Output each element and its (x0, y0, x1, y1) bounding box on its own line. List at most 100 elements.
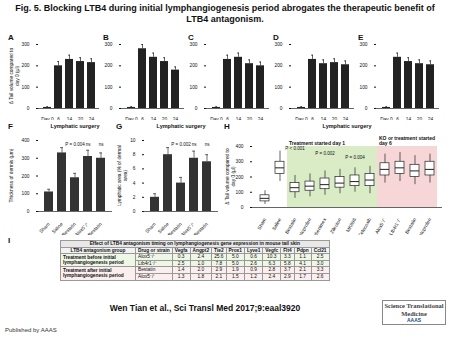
svg-text:Sham: Sham (38, 222, 50, 234)
svg-text:Day 0: Day 0 (380, 117, 393, 120)
html-text:Δ Tail volume compared to day: Δ Tail volume compared to day 0 (µl) (225, 148, 236, 205)
svg-text:100: 100 (235, 190, 243, 195)
svg-text:300: 300 (189, 42, 197, 47)
svg-text:ns: ns (205, 141, 211, 146)
svg-text:200: 200 (21, 174, 29, 179)
svg-text:ns: ns (99, 142, 105, 147)
svg-text:24: 24 (258, 117, 264, 120)
svg-text:Sham: Sham (144, 222, 156, 234)
html-text:G: G (116, 122, 123, 131)
svg-text:Bestatin: Bestatin (87, 221, 103, 235)
svg-text:20: 20 (78, 117, 84, 120)
svg-text:0: 0 (133, 209, 136, 214)
svg-text:Day 0: Day 0 (295, 117, 308, 120)
svg-text:14: 14 (321, 117, 327, 120)
svg-text:24: 24 (89, 117, 95, 120)
svg-text:Saline: Saline (271, 217, 282, 231)
html-text:Treatment before initial lymph: Treatment before initial lymphangiogenes… (63, 254, 124, 266)
svg-text:14: 14 (67, 117, 73, 120)
svg-text:300: 300 (359, 42, 367, 47)
svg-text:200: 200 (274, 63, 282, 68)
html-text:Fig. 5. Blocking LTB4 during i: Fig. 5. Blocking LTB4 during initial lym… (15, 3, 435, 24)
svg-text:300: 300 (235, 159, 243, 164)
svg-text:Saline: Saline (156, 221, 170, 235)
svg-text:P = 0.004: P = 0.004 (65, 142, 85, 147)
svg-text:Sham: Sham (257, 217, 268, 230)
svg-text:Day 0: Day 0 (210, 117, 223, 120)
svg-text:P = 0.004: P = 0.004 (345, 155, 365, 160)
svg-text:6: 6 (311, 117, 314, 120)
svg-text:300: 300 (274, 42, 282, 47)
svg-text:0: 0 (27, 209, 30, 214)
html-text:Lymphatic area (% of dermal ar: Lymphatic area (% of dermal area) (117, 144, 128, 207)
svg-text:200: 200 (235, 175, 243, 180)
svg-text:24: 24 (428, 117, 434, 120)
svg-text:Ltb4r1⁻/⁻: Ltb4r1⁻/⁻ (388, 217, 402, 235)
svg-text:200: 200 (189, 63, 197, 68)
svg-text:100: 100 (274, 85, 282, 90)
svg-text:100: 100 (21, 85, 29, 90)
svg-text:ns: ns (86, 142, 92, 147)
svg-text:400: 400 (21, 138, 29, 143)
svg-text:0: 0 (110, 106, 113, 111)
svg-text:200: 200 (21, 63, 29, 68)
svg-text:10: 10 (130, 138, 136, 143)
svg-text:Ketoprofen: Ketoprofen (416, 217, 432, 235)
svg-text:Day 0: Day 0 (41, 117, 54, 120)
svg-text:100: 100 (104, 85, 112, 90)
svg-text:2: 2 (133, 195, 136, 200)
svg-text:24: 24 (173, 117, 179, 120)
svg-text:ns: ns (192, 141, 198, 146)
svg-text:14: 14 (236, 117, 242, 120)
svg-text:200: 200 (104, 63, 112, 68)
svg-text:Bestatin: Bestatin (193, 221, 209, 235)
svg-text:0: 0 (195, 106, 198, 111)
html-text:Δ Tail volume compared to day: Δ Tail volume compared to day 0 (µl) (9, 47, 20, 105)
svg-text:Saline: Saline (50, 221, 64, 235)
svg-text:400: 400 (235, 144, 243, 149)
svg-text:0: 0 (280, 106, 283, 111)
svg-text:6: 6 (396, 117, 399, 120)
svg-text:20: 20 (162, 117, 168, 120)
svg-text:20: 20 (247, 117, 253, 120)
svg-text:Ketoprofen: Ketoprofen (296, 217, 312, 235)
html-text:Science Translational Medicine: Science Translational Medicine (384, 302, 444, 317)
svg-text:300: 300 (104, 42, 112, 47)
svg-text:P = 0.002: P = 0.002 (171, 141, 191, 146)
svg-text:300: 300 (21, 156, 29, 161)
svg-text:Zileuton: Zileuton (329, 217, 342, 235)
html-text:A: A (8, 33, 14, 42)
html-text:Wen Tian et al., Sci Transl Me: Wen Tian et al., Sci Transl Med 2017;9:e… (109, 303, 301, 313)
svg-text:6: 6 (141, 117, 144, 120)
html-text:Treatment after initial lympha: Treatment after initial lymphangiogenesi… (63, 267, 124, 279)
svg-text:24: 24 (343, 117, 349, 120)
svg-text:0: 0 (27, 106, 30, 111)
svg-text:MK886: MK886 (345, 217, 357, 233)
svg-text:20: 20 (417, 117, 423, 120)
svg-text:P = 0.002: P = 0.002 (315, 151, 335, 156)
svg-text:100: 100 (21, 191, 29, 196)
svg-text:8: 8 (133, 152, 136, 157)
svg-text:Celecoxib: Celecoxib (357, 217, 372, 235)
svg-text:4: 4 (133, 181, 136, 186)
svg-text:6: 6 (226, 117, 229, 120)
svg-text:Ubenimex: Ubenimex (312, 217, 327, 235)
svg-text:Day 0: Day 0 (125, 117, 138, 120)
svg-text:100: 100 (189, 85, 197, 90)
svg-text:6: 6 (57, 117, 60, 120)
svg-text:0: 0 (241, 205, 244, 210)
svg-text:Bestatin: Bestatin (404, 217, 417, 235)
svg-text:200: 200 (359, 63, 367, 68)
svg-text:6: 6 (133, 166, 136, 171)
svg-text:14: 14 (406, 117, 412, 120)
svg-text:20: 20 (332, 117, 338, 120)
svg-text:Treatment started day 1: Treatment started day 1 (289, 140, 345, 146)
svg-text:0: 0 (365, 106, 368, 111)
svg-text:Alox5⁻/⁻: Alox5⁻/⁻ (374, 217, 387, 235)
svg-text:P < 0.001: P < 0.001 (285, 146, 305, 151)
svg-text:100: 100 (359, 85, 367, 90)
svg-text:300: 300 (21, 42, 29, 47)
svg-text:Bestatin: Bestatin (284, 217, 297, 235)
svg-text:KO or treatment startedday 6: KO or treatment startedday 6 (379, 135, 435, 146)
svg-text:14: 14 (151, 117, 157, 120)
